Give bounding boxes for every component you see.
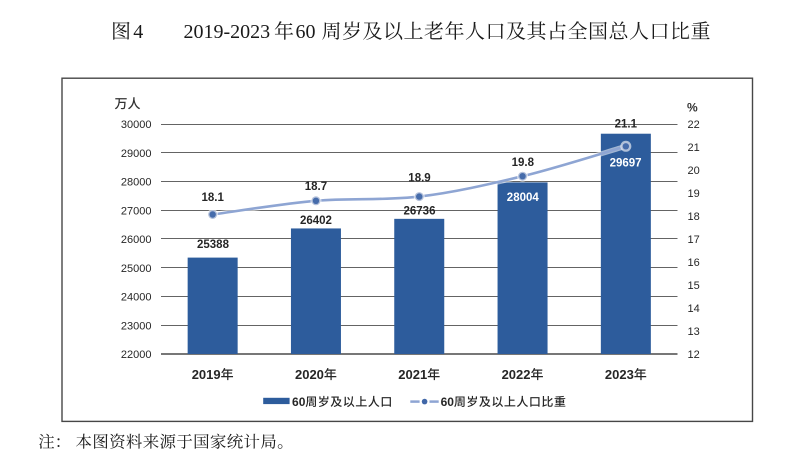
svg-text:26402: 26402 [300, 215, 332, 227]
svg-text:21: 21 [688, 142, 700, 154]
svg-text:18.9: 18.9 [408, 172, 430, 184]
svg-text:22000: 22000 [121, 349, 152, 361]
svg-text:21.1: 21.1 [615, 119, 638, 131]
svg-text:%: % [687, 101, 698, 115]
svg-text:16: 16 [688, 257, 700, 269]
svg-text:2020: 2020 [295, 367, 324, 382]
svg-text:2023: 2023 [605, 367, 634, 382]
svg-text:24000: 24000 [121, 292, 152, 304]
svg-text:14: 14 [688, 303, 700, 315]
svg-text:28004: 28004 [507, 192, 540, 204]
svg-text:22: 22 [688, 119, 700, 131]
svg-text:20: 20 [688, 165, 700, 177]
svg-text:13: 13 [688, 326, 700, 338]
svg-text:60: 60 [292, 395, 306, 409]
svg-text:19: 19 [688, 188, 700, 200]
svg-text:18.7: 18.7 [305, 181, 327, 193]
svg-text:18: 18 [688, 211, 700, 223]
svg-text:23000: 23000 [121, 320, 152, 332]
svg-text:27000: 27000 [121, 205, 152, 217]
svg-text:12: 12 [688, 349, 700, 361]
svg-text:2021: 2021 [398, 367, 427, 382]
svg-text:2019: 2019 [192, 367, 221, 382]
svg-text:18.1: 18.1 [201, 192, 224, 204]
svg-text:4: 4 [133, 21, 143, 43]
svg-text:30000: 30000 [121, 119, 152, 131]
svg-text:17: 17 [688, 234, 700, 246]
svg-text:29697: 29697 [610, 158, 642, 170]
svg-text:19.8: 19.8 [512, 157, 535, 169]
svg-text:25000: 25000 [121, 263, 152, 275]
svg-text:28000: 28000 [121, 177, 152, 189]
svg-text:2019-2023: 2019-2023 [184, 21, 271, 43]
svg-text:29000: 29000 [121, 148, 152, 160]
svg-text:25388: 25388 [197, 239, 230, 251]
svg-text:15: 15 [688, 280, 700, 292]
svg-text:60: 60 [441, 395, 455, 409]
svg-text:60: 60 [296, 21, 316, 43]
svg-text:2022: 2022 [502, 367, 531, 382]
svg-text:26736: 26736 [404, 206, 436, 218]
svg-text:26000: 26000 [121, 234, 152, 246]
